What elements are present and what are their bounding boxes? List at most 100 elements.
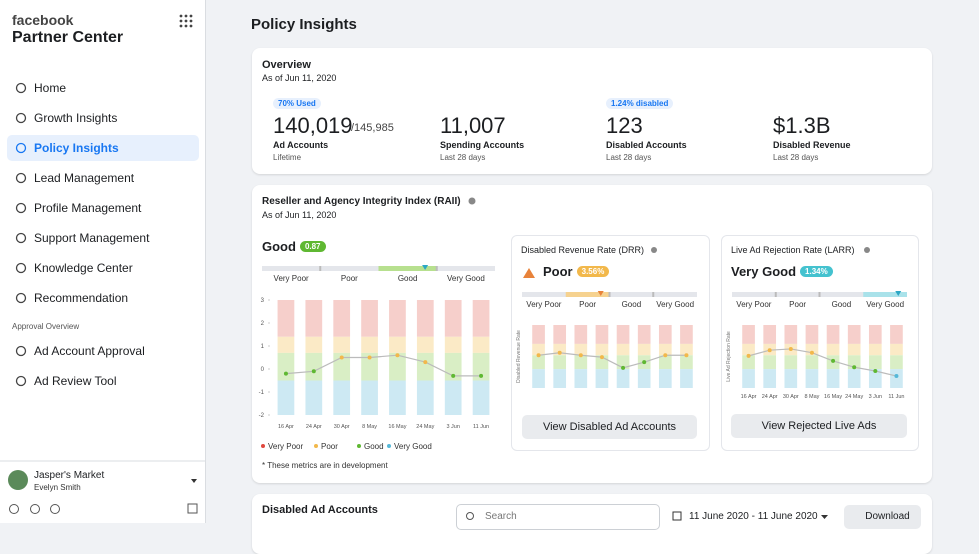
- user-name[interactable]: Jasper's Market: [34, 470, 105, 481]
- bar-band: [826, 343, 840, 356]
- nav-icon: [15, 232, 27, 244]
- bar-band: [763, 369, 777, 388]
- bar-band: [361, 300, 378, 337]
- footer-icon: [30, 504, 40, 514]
- nav-item[interactable]: Profile Management: [34, 201, 142, 215]
- footer-icon: [9, 504, 19, 514]
- scale-tick: [319, 266, 322, 271]
- download-button[interactable]: Download: [844, 505, 921, 529]
- bar-band: [553, 369, 567, 388]
- bar-band: [361, 380, 378, 415]
- footer-icon: [50, 504, 60, 514]
- nav-item[interactable]: Support Management: [34, 231, 150, 245]
- card-title: Live Ad Rejection Rate (LARR): [731, 245, 855, 255]
- x-tick-label: 3 Jun: [869, 394, 882, 400]
- nav-item[interactable]: Ad Account Approval: [34, 344, 145, 358]
- bar-band: [305, 300, 323, 337]
- date-range[interactable]: 11 June 2020 - 11 June 2020: [689, 511, 818, 522]
- info-icon: [651, 247, 657, 253]
- bar-band: [680, 325, 693, 344]
- nav-item[interactable]: Knowledge Center: [34, 261, 133, 275]
- x-tick-label: 11 Jun: [888, 394, 904, 400]
- view-button[interactable]: View Rejected Live Ads: [731, 414, 907, 438]
- bar-band: [868, 325, 882, 344]
- x-tick-label: 16 Apr: [278, 424, 294, 430]
- bar-band: [637, 343, 651, 356]
- scale-label: Very Good: [447, 274, 485, 283]
- bar-band: [389, 352, 406, 381]
- nav-item[interactable]: Home: [34, 81, 67, 95]
- metric-sub: Lifetime: [273, 153, 302, 162]
- nav-icon: [15, 172, 27, 184]
- view-button[interactable]: View Disabled Ad Accounts: [522, 415, 697, 439]
- search-input[interactable]: Search: [485, 511, 517, 522]
- bar-band: [361, 352, 378, 381]
- grid-icon-dot: [184, 24, 188, 28]
- grid-icon-dot: [189, 19, 193, 23]
- legend-label: Very Poor: [268, 442, 303, 451]
- nav-item[interactable]: Ad Review Tool: [34, 374, 117, 388]
- note: * These metrics are in development: [262, 461, 388, 470]
- legend-swatch: [357, 444, 361, 448]
- scale-label: Poor: [341, 274, 358, 283]
- line: [538, 352, 687, 369]
- bar-band: [616, 325, 630, 344]
- search-icon: [466, 512, 474, 520]
- metric-sub: Last 28 days: [606, 153, 652, 162]
- metric-label: Spending Accounts: [440, 140, 525, 150]
- point: [663, 353, 668, 358]
- scale-label: Very Poor: [526, 300, 561, 309]
- metric-value: 140,019: [273, 113, 353, 138]
- nav-icon: [15, 345, 27, 357]
- metric-label: Disabled Accounts: [606, 140, 687, 150]
- nav-icon: [15, 82, 27, 94]
- bar-band: [553, 355, 567, 370]
- point: [479, 373, 484, 378]
- point: [894, 374, 899, 379]
- dropdown-caret: [821, 515, 828, 519]
- scale-label: Poor: [579, 300, 596, 309]
- bar-band: [472, 352, 490, 381]
- bar-band: [553, 325, 567, 344]
- bar-band: [389, 300, 406, 337]
- x-tick-label: 3 Jun: [446, 424, 459, 430]
- bar-band: [637, 325, 651, 344]
- brand: facebook: [12, 12, 74, 28]
- scale-label: Good: [622, 300, 642, 309]
- card-title: Disabled Ad Accounts: [262, 504, 378, 516]
- scale-tick: [435, 266, 438, 271]
- point: [367, 355, 372, 360]
- card-date: As of Jun 11, 2020: [262, 73, 337, 83]
- bar-band: [680, 355, 693, 370]
- scale-label: Very Good: [656, 300, 694, 309]
- bar-band: [444, 336, 462, 353]
- scale-label: Poor: [789, 300, 806, 309]
- point: [578, 353, 583, 358]
- bar-band: [305, 380, 323, 415]
- y-tick-label: 2: [261, 321, 265, 327]
- point: [451, 373, 456, 378]
- x-tick-label: 16 May: [824, 394, 842, 400]
- bar-band: [305, 336, 323, 353]
- warning-icon: [523, 268, 535, 278]
- scale-label: Good: [398, 274, 418, 283]
- bar-band: [472, 380, 490, 415]
- y-tick-label: 0: [261, 367, 265, 373]
- legend-swatch: [261, 444, 265, 448]
- grid-icon-dot: [189, 24, 193, 28]
- bar-band: [890, 355, 903, 370]
- x-tick-label: 24 Apr: [762, 394, 778, 400]
- metric-suffix: /145,985: [351, 122, 394, 134]
- point: [809, 350, 814, 355]
- bar-band: [616, 369, 630, 388]
- scale-tick: [818, 292, 821, 297]
- nav-item[interactable]: Policy Insights: [34, 141, 119, 155]
- bar-band: [574, 325, 588, 344]
- scale-tick: [774, 292, 777, 297]
- bar-band: [890, 343, 903, 356]
- nav-item[interactable]: Growth Insights: [34, 111, 118, 125]
- bar-band: [277, 380, 295, 415]
- nav-item[interactable]: Recommendation: [34, 291, 129, 305]
- bar-band: [763, 325, 777, 344]
- nav-item[interactable]: Lead Management: [34, 171, 135, 185]
